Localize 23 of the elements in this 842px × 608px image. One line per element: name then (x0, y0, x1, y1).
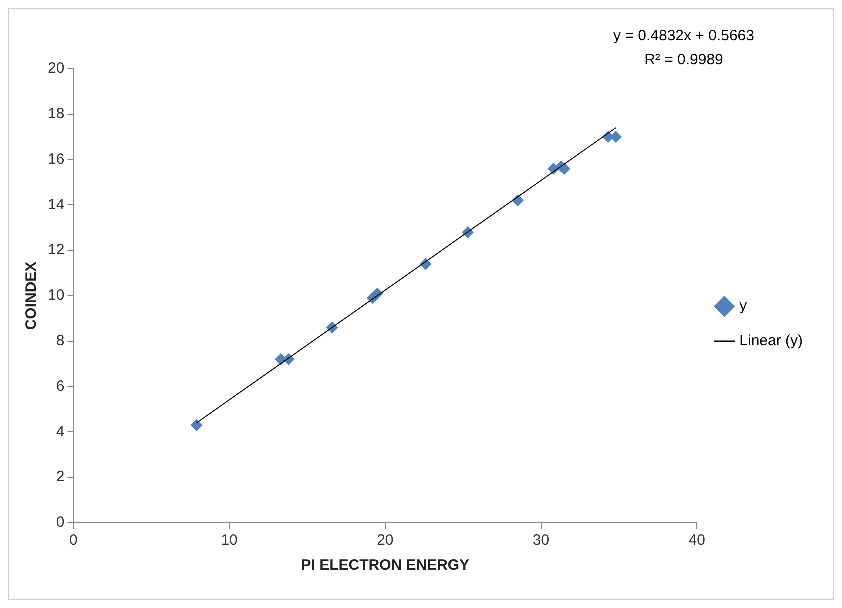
y-axis-title: COINDEX (23, 262, 40, 330)
text: R² = 0.9989 (644, 52, 724, 69)
legend-label: Linear (y) (740, 332, 804, 350)
y-tick-label: 6 (56, 378, 65, 395)
x-tick-label: 30 (532, 532, 550, 550)
y-tick-label: 10 (48, 287, 65, 304)
x-tick-label: 20 (377, 532, 394, 550)
x-axis-title: PI ELECTRON ENERGY (301, 557, 470, 574)
y-tick-label: 18 (48, 106, 65, 123)
y-tick-label: 14 (48, 196, 65, 214)
legend-label: y (740, 298, 748, 315)
y-tick-label: 8 (56, 332, 65, 350)
y-tick-label: 4 (56, 423, 65, 440)
x-tick-label: 10 (221, 532, 238, 550)
y-tick-label: 20 (48, 60, 65, 78)
text: y = 0.4832x + 0.5663 (614, 28, 754, 45)
y-tick-label: 2 (56, 468, 65, 486)
x-tick-label: 40 (688, 532, 706, 550)
y-tick-label: 0 (56, 514, 65, 532)
y-tick-label: 12 (48, 242, 65, 259)
y-tick-label: 16 (48, 150, 65, 168)
point (190, 419, 203, 432)
x-tick-label: 0 (70, 532, 78, 550)
